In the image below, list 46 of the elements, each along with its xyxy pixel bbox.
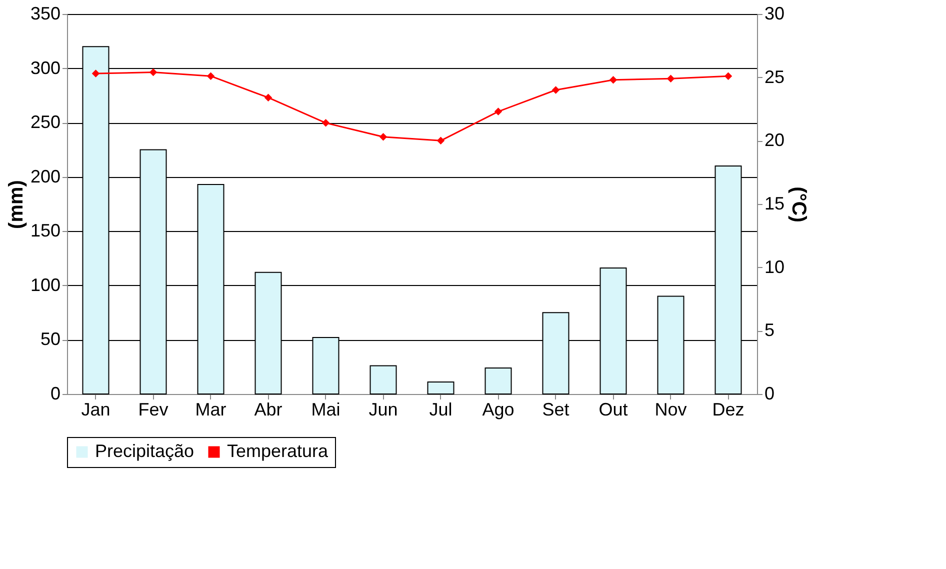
y-tick-label: 250 (30, 112, 60, 132)
y2-tick-label: 15 (764, 194, 785, 214)
y2-tick-label: 30 (764, 4, 785, 24)
point (379, 132, 388, 141)
point (494, 108, 502, 116)
x-tick-label: Nov (654, 400, 687, 420)
y-tick-label: 200 (30, 166, 60, 186)
y2-tick-label: 10 (764, 256, 785, 277)
point (149, 68, 158, 76)
x-tick-label: Mar (195, 400, 226, 420)
y2-axis-title: (°C) (788, 186, 810, 222)
x-tick-label: Abr (254, 400, 282, 420)
y-tick-label: 150 (30, 220, 60, 241)
x-tick-label: Jun (368, 400, 398, 420)
y2-tick-label: 0 (764, 384, 775, 404)
point (552, 86, 560, 94)
x-tick-label: Jul (429, 400, 452, 420)
point (724, 72, 732, 80)
y-tick-label: 50 (40, 329, 60, 350)
y-tick-label: 300 (30, 58, 60, 78)
y2-tick-label: 25 (764, 66, 785, 87)
point (609, 76, 618, 84)
bar (484, 367, 512, 394)
x-tick-label: Jan (81, 400, 110, 420)
point (92, 70, 100, 78)
bar (370, 365, 397, 394)
point (206, 72, 215, 80)
x-tick-label: Fev (138, 400, 168, 420)
x-tick-label: Out (598, 400, 628, 420)
y-tick-label: 100 (30, 274, 60, 295)
x-tick-label: Set (542, 400, 570, 420)
legend-label: Precipitação (95, 441, 194, 461)
point (436, 136, 445, 145)
y-tick-label: 350 (30, 4, 60, 24)
x-tick-label: Mai (311, 400, 340, 420)
y-tick-label: 0 (50, 384, 60, 404)
bar (427, 382, 454, 394)
x-tick-label: Ago (482, 400, 514, 420)
point (264, 94, 272, 102)
legend-label: Temperatura (227, 441, 330, 461)
point (666, 74, 675, 82)
y-axis-title: (mm) (5, 180, 28, 229)
y2-tick-label: 20 (764, 130, 785, 150)
y2-tick-label: 5 (764, 320, 775, 340)
x-tick-label: Dez (712, 400, 744, 420)
point (322, 119, 330, 127)
